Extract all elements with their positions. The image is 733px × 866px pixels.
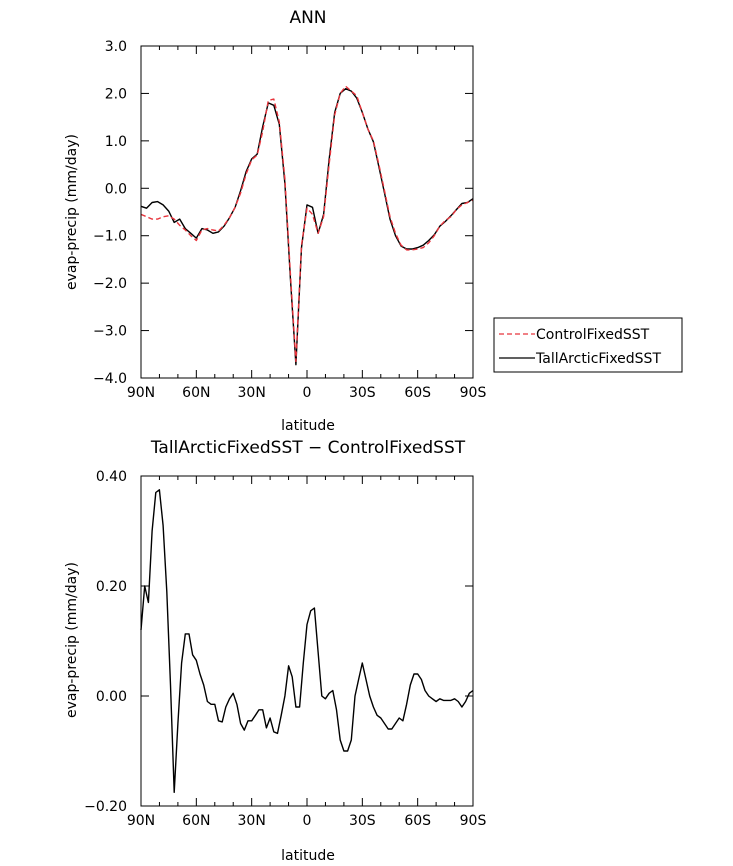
top-x-tick-label: 90N xyxy=(127,385,155,401)
bottom-x-tick-label: 60S xyxy=(404,813,431,829)
top-y-tick-label: −1.0 xyxy=(93,229,127,245)
bottom-panel: TallArcticFixedSST − ControlFixedSST 90N… xyxy=(64,438,486,864)
bottom-x-tick-label: 30S xyxy=(349,813,376,829)
bottom-y-tick-label: 0.20 xyxy=(96,579,127,595)
top-x-tick-label: 30N xyxy=(238,385,266,401)
legend: ControlFixedSST TallArcticFixedSST xyxy=(493,317,683,373)
top-y-tick-label: 0.0 xyxy=(105,181,127,197)
top-y-tick-label: 3.0 xyxy=(105,39,127,55)
top-panel: ANN 90N 60N 30N 0 30S 60S 90S −4.0 −3.0 −2.0 −1.0 0… xyxy=(64,8,486,434)
bottom-y-tick-label: −0.20 xyxy=(84,799,127,815)
top-x-axis-label: latitude xyxy=(281,418,335,434)
legend-label-control: ControlFixedSST xyxy=(536,327,650,343)
top-x-tick-label: 30S xyxy=(349,385,376,401)
bottom-series-difference-line xyxy=(140,489,474,793)
top-x-tick-label: 60S xyxy=(404,385,431,401)
bottom-x-tick-label: 0 xyxy=(303,813,312,829)
top-y-axis-label: evap-precip (mm/day) xyxy=(64,134,80,290)
top-y-tick-label: 2.0 xyxy=(105,86,127,102)
bottom-x-tick-label: 90N xyxy=(127,813,155,829)
top-y-tick-label: −3.0 xyxy=(93,324,127,340)
bottom-y-axis-label: evap-precip (mm/day) xyxy=(64,562,80,718)
top-chart-title: ANN xyxy=(289,8,326,28)
top-x-tick-label: 60N xyxy=(182,385,210,401)
legend-label-tallarctic: TallArcticFixedSST xyxy=(535,351,661,367)
top-x-tick-label: 0 xyxy=(303,385,312,401)
bottom-y-tick-label: 0.00 xyxy=(96,689,127,705)
bottom-x-tick-label: 90S xyxy=(460,813,487,829)
top-y-tick-label: −4.0 xyxy=(93,371,127,387)
legend-frame xyxy=(493,317,683,373)
bottom-y-tick-label: 0.40 xyxy=(96,469,127,485)
top-y-tick-label: 1.0 xyxy=(105,134,127,150)
top-series-tallarcticfixedsst-line xyxy=(140,87,474,366)
bottom-x-tick-label: 60N xyxy=(182,813,210,829)
top-series-controlfixedsst-line xyxy=(140,85,474,363)
bottom-chart-title: TallArcticFixedSST − ControlFixedSST xyxy=(150,438,466,458)
bottom-x-axis-label: latitude xyxy=(281,848,335,864)
top-x-tick-label: 90S xyxy=(460,385,487,401)
bottom-x-tick-label: 30N xyxy=(238,813,266,829)
top-y-tick-label: −2.0 xyxy=(93,276,127,292)
